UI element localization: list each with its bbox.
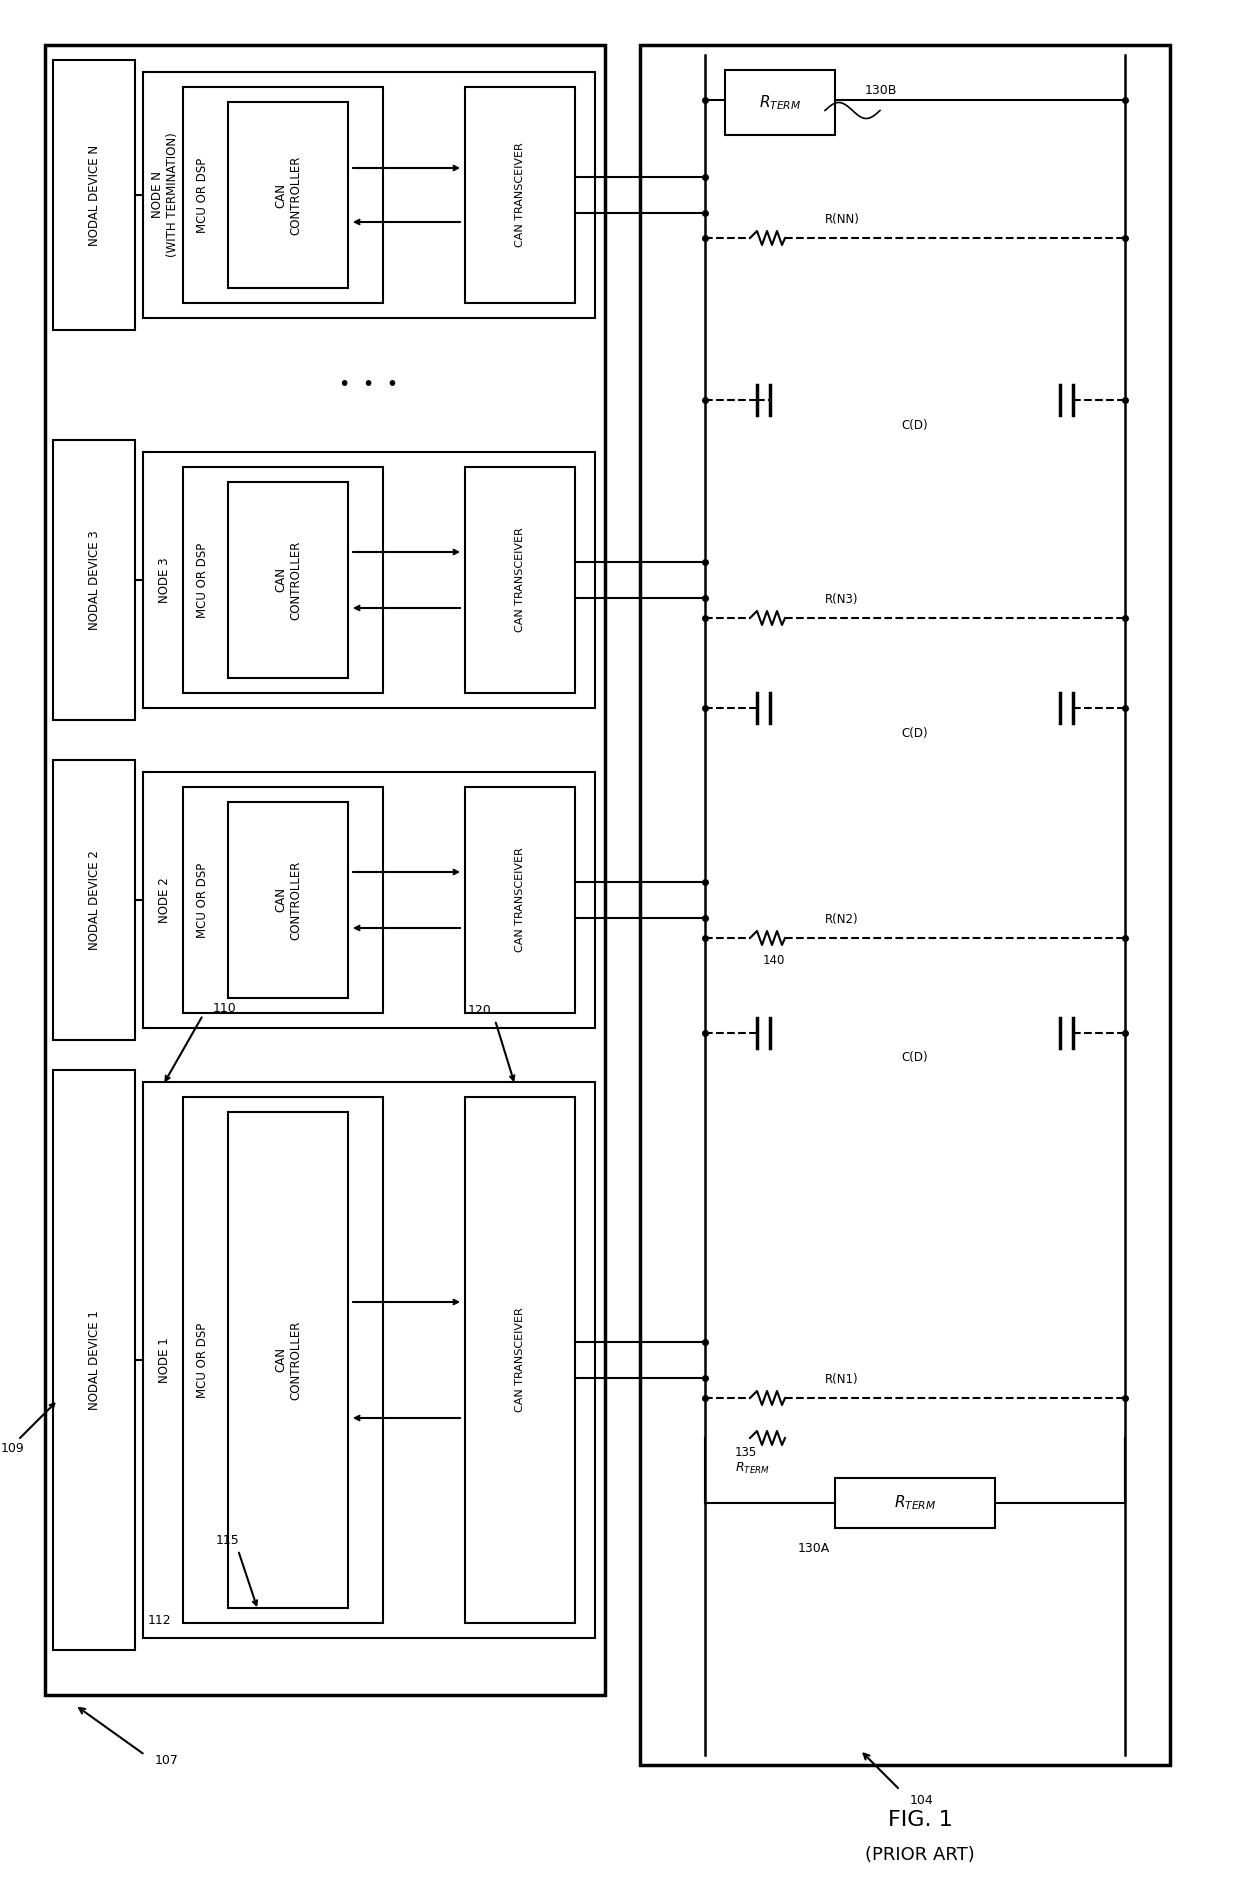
Bar	[45, 45, 605, 1695]
Bar	[184, 87, 383, 304]
Text: 109: 109	[1, 1442, 25, 1455]
Text: 112: 112	[148, 1613, 171, 1627]
Bar	[835, 1478, 994, 1528]
Text: 115: 115	[216, 1534, 239, 1547]
Bar	[143, 453, 595, 708]
Text: CAN
CONTROLLER: CAN CONTROLLER	[274, 155, 303, 234]
Bar	[465, 787, 575, 1013]
Bar	[640, 45, 1171, 1764]
Text: FIG. 1: FIG. 1	[888, 1810, 952, 1830]
Text: C(D): C(D)	[901, 1051, 929, 1064]
Text: C(D): C(D)	[901, 726, 929, 740]
Text: 104: 104	[910, 1793, 934, 1806]
Bar	[465, 87, 575, 304]
Text: MCU OR DSP: MCU OR DSP	[196, 1323, 210, 1398]
Bar	[465, 466, 575, 693]
Text: R(NN): R(NN)	[825, 213, 859, 226]
Bar	[228, 1111, 348, 1608]
Text: 110: 110	[213, 1002, 237, 1015]
Text: $R_{TERM}$: $R_{TERM}$	[735, 1461, 770, 1476]
Text: NODE 3: NODE 3	[159, 557, 171, 602]
Bar	[143, 1081, 595, 1638]
Text: MCU OR DSP: MCU OR DSP	[196, 157, 210, 232]
Bar	[53, 60, 135, 330]
Text: •  •  •: • • •	[340, 376, 398, 394]
Bar	[53, 440, 135, 721]
Text: NODE N
(WITH TERMINATION): NODE N (WITH TERMINATION)	[151, 132, 179, 257]
Text: $R_{TERM}$: $R_{TERM}$	[759, 92, 801, 111]
Bar	[184, 1096, 383, 1623]
Text: 130A: 130A	[797, 1542, 830, 1555]
Bar	[228, 481, 348, 677]
Bar	[184, 787, 383, 1013]
Text: NODE 1: NODE 1	[159, 1338, 171, 1383]
Text: C(D): C(D)	[901, 419, 929, 432]
Text: R(N3): R(N3)	[825, 594, 858, 606]
Text: (PRIOR ART): (PRIOR ART)	[866, 1845, 975, 1864]
Text: 140: 140	[763, 953, 785, 966]
Text: NODE 2: NODE 2	[159, 877, 171, 923]
Bar	[143, 72, 595, 319]
Bar	[143, 772, 595, 1028]
Text: CAN TRANSCEIVER: CAN TRANSCEIVER	[515, 528, 525, 632]
Text: 107: 107	[155, 1753, 179, 1766]
Text: MCU OR DSP: MCU OR DSP	[196, 542, 210, 617]
Text: 120: 120	[469, 1004, 492, 1017]
Text: 130B: 130B	[866, 83, 898, 96]
Text: CAN
CONTROLLER: CAN CONTROLLER	[274, 540, 303, 619]
Bar	[725, 70, 835, 136]
Text: NODAL DEVICE 2: NODAL DEVICE 2	[88, 849, 100, 949]
Text: NODAL DEVICE N: NODAL DEVICE N	[88, 145, 100, 245]
Text: $R_{TERM}$: $R_{TERM}$	[894, 1495, 936, 1511]
Text: MCU OR DSP: MCU OR DSP	[196, 862, 210, 938]
Text: CAN TRANSCEIVER: CAN TRANSCEIVER	[515, 143, 525, 247]
Text: CAN
CONTROLLER: CAN CONTROLLER	[274, 860, 303, 940]
Bar	[465, 1096, 575, 1623]
Text: NODAL DEVICE 3: NODAL DEVICE 3	[88, 530, 100, 630]
Text: R(N2): R(N2)	[825, 913, 858, 927]
Bar	[228, 802, 348, 998]
Bar	[53, 760, 135, 1040]
Text: CAN TRANSCEIVER: CAN TRANSCEIVER	[515, 1308, 525, 1411]
Text: 135: 135	[735, 1447, 758, 1459]
Bar	[184, 466, 383, 693]
Text: NODAL DEVICE 1: NODAL DEVICE 1	[88, 1310, 100, 1410]
Bar	[228, 102, 348, 289]
Text: CAN
CONTROLLER: CAN CONTROLLER	[274, 1321, 303, 1400]
Text: CAN TRANSCEIVER: CAN TRANSCEIVER	[515, 847, 525, 953]
Text: R(N1): R(N1)	[825, 1374, 858, 1387]
Bar	[53, 1070, 135, 1649]
